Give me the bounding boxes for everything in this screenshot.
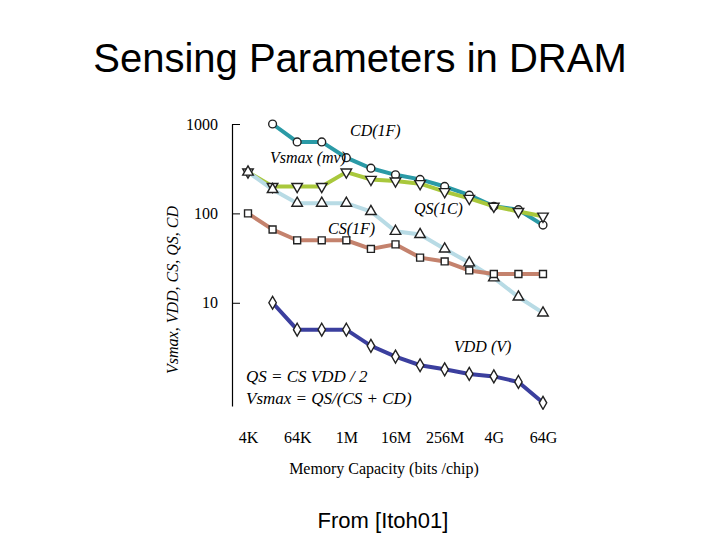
x-tick-label: 1M <box>336 429 358 446</box>
series-marker <box>441 363 448 376</box>
x-tick-label: 64G <box>530 429 558 446</box>
series-marker <box>538 307 549 316</box>
x-axis: 4K 64K 1M 16M 256M 4G 64G <box>239 429 558 446</box>
series-marker <box>466 267 473 274</box>
series-line <box>248 172 543 216</box>
series-marker <box>269 296 276 309</box>
series-marker <box>366 205 377 214</box>
y-tick-label: 10 <box>202 294 218 311</box>
series-marker <box>464 257 475 266</box>
series-marker <box>416 359 423 372</box>
x-tick-label: 16M <box>381 429 411 446</box>
series-marker <box>464 195 475 204</box>
series-label: CS(1F) <box>328 220 375 238</box>
series-marker <box>489 203 500 212</box>
series-marker <box>513 208 524 217</box>
series-marker <box>415 228 426 237</box>
series-label: Vsmax (mv) <box>270 149 346 167</box>
series-marker <box>439 189 450 198</box>
x-tick: 16M <box>381 429 411 446</box>
title: Sensing Parameters in DRAM <box>93 36 627 80</box>
series-marker <box>316 197 327 206</box>
series-line <box>248 213 543 274</box>
series-marker <box>466 367 473 380</box>
series-marker <box>267 183 278 192</box>
series-marker <box>269 226 276 233</box>
series-marker <box>515 271 522 278</box>
y-tick-mark <box>232 303 240 304</box>
series-marker <box>343 237 350 244</box>
series-marker <box>245 210 252 217</box>
series-marker <box>441 258 448 265</box>
x-tick: 4G <box>485 429 505 446</box>
series-marker <box>515 376 522 389</box>
series-marker <box>367 245 374 252</box>
x-axis-title: Memory Capacity (bits /chip) <box>289 460 479 478</box>
series-marker <box>366 176 377 185</box>
x-tick: 64G <box>530 429 558 446</box>
y-tick-mark <box>232 213 240 214</box>
series-line <box>248 172 543 313</box>
series-marker <box>316 183 327 192</box>
y-tick-label: 100 <box>194 205 218 222</box>
series-marker <box>367 339 374 352</box>
x-tick-label: 64K <box>284 429 312 446</box>
series-marker <box>539 396 546 409</box>
x-tick: 64K <box>284 429 312 446</box>
series-marker <box>292 197 303 206</box>
series-marker <box>367 164 375 172</box>
series-marker <box>415 181 426 190</box>
x-tick-label: 4G <box>485 429 505 446</box>
series-line <box>273 303 543 403</box>
x-tick-label: 256M <box>426 429 464 446</box>
series-marker <box>318 237 325 244</box>
series-marker <box>392 241 399 248</box>
series-marker <box>540 271 547 278</box>
series-marker <box>318 323 325 336</box>
x-tick: 1M <box>336 429 358 446</box>
series-label: QS(1C) <box>414 200 463 218</box>
series-marker <box>341 197 352 206</box>
series-marker <box>267 183 278 192</box>
y-axis-line <box>232 125 233 407</box>
y-tick-label: 1000 <box>186 116 218 133</box>
series-marker <box>341 169 352 178</box>
y-tick: 100 <box>194 205 240 222</box>
series-marker <box>293 138 301 146</box>
series-marker <box>392 350 399 363</box>
series-marker <box>269 120 277 128</box>
series-marker <box>292 183 303 192</box>
series-marker <box>294 237 301 244</box>
plot-area <box>243 120 549 409</box>
x-tick: 4K <box>239 429 259 446</box>
chart: Sensing Parameters in DRAM From [Itoh01] 1… <box>0 0 720 540</box>
series-marker <box>513 291 524 300</box>
series-marker <box>439 243 450 252</box>
series-marker <box>490 370 497 383</box>
source: From [Itoh01] <box>318 508 449 533</box>
annotation: QS = CS VDD / 2 <box>246 367 368 386</box>
series-marker <box>490 271 497 278</box>
series-marker <box>243 166 254 175</box>
series-label: VDD (V) <box>454 338 511 356</box>
series-marker <box>318 138 326 146</box>
annotation: Vsmax = QS/(CS + CD) <box>246 389 412 408</box>
series-marker <box>293 323 300 336</box>
x-tick-label: 4K <box>239 429 259 446</box>
series-marker <box>417 254 424 261</box>
x-tick: 256M <box>426 429 464 446</box>
y-axis: 10 100 1000 <box>186 116 240 407</box>
y-tick: 10 <box>202 294 240 311</box>
y-tick: 1000 <box>186 116 240 133</box>
series-marker <box>390 225 401 234</box>
y-axis-title: Vsmax, VDD, CS, QS, CD <box>164 206 181 374</box>
y-tick-mark <box>232 124 240 125</box>
series-marker <box>343 323 350 336</box>
series-marker <box>390 178 401 187</box>
series-label: CD(1F) <box>350 122 401 140</box>
series-marker <box>538 213 549 222</box>
